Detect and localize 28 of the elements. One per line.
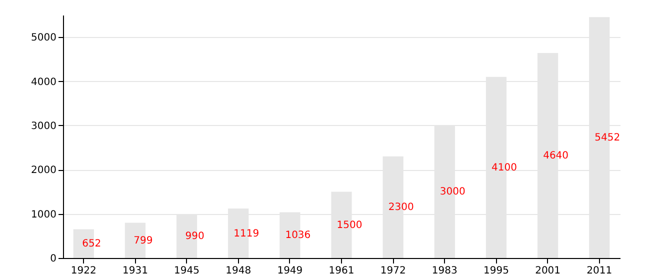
x-tick-label: 1972: [380, 266, 406, 276]
data-label: 4640: [543, 150, 569, 162]
y-tick-label: 2000: [31, 165, 56, 176]
data-label: 1119: [234, 228, 260, 240]
x-tick-label: 1922: [70, 266, 96, 276]
y-tick-label: 1000: [31, 209, 56, 220]
x-tick-label: 1995: [483, 266, 509, 276]
y-tick-label: 0: [50, 254, 56, 264]
y-tick-label: 3000: [31, 120, 56, 132]
data-label: 1036: [285, 230, 311, 242]
x-tick-label: 1983: [432, 266, 458, 276]
data-label: 4100: [491, 162, 517, 174]
data-label: 5452: [594, 132, 620, 144]
data-label: 990: [185, 231, 204, 242]
data-label: 652: [82, 238, 102, 250]
y-tick-label: 4000: [31, 76, 56, 88]
data-label: 799: [134, 235, 153, 246]
x-tick-label: 1931: [122, 266, 148, 276]
x-tick-label: 1945: [174, 266, 200, 276]
x-tick-label: 2001: [535, 266, 561, 276]
y-tick-label: 5000: [31, 32, 56, 44]
x-tick-label: 1948: [226, 266, 252, 276]
data-label: 2300: [388, 202, 414, 214]
x-tick-label: 2011: [586, 266, 612, 276]
x-tick-label: 1949: [277, 266, 303, 276]
data-label: 1500: [336, 220, 362, 231]
data-label: 3000: [440, 186, 466, 198]
x-tick-label: 1961: [328, 266, 354, 276]
